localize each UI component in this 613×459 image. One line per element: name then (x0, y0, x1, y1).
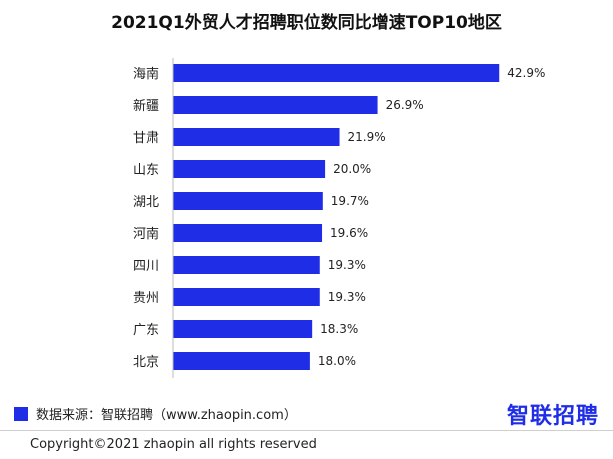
bar (173, 64, 500, 82)
bar (173, 288, 320, 306)
copyright-text: Copyright©2021 zhaopin all rights reserv… (30, 437, 317, 452)
bar (173, 96, 378, 114)
bar (173, 224, 323, 242)
footer-divider (0, 430, 613, 431)
category-label: 北京 (133, 355, 159, 370)
category-label: 河南 (133, 226, 159, 242)
value-label: 19.7% (331, 194, 369, 208)
category-label: 新疆 (133, 98, 159, 114)
brand-logo: 智联招聘 (506, 404, 599, 429)
bar (173, 352, 310, 370)
source-text: 数据来源：智联招聘（www.zhaopin.com） (36, 408, 297, 423)
bar (173, 160, 326, 178)
category-label: 甘肃 (133, 131, 159, 146)
category-label: 贵州 (133, 291, 159, 306)
legend-swatch (14, 406, 28, 421)
category-label: 海南 (133, 66, 159, 82)
data-source: 数据来源：智联招聘（www.zhaopin.com） (14, 404, 297, 423)
bar-chart: 海南 42.9% 新疆 26.9% 甘肃 21.9% 山东 20.0% 湖北 19.7% 河南 19.… (133, 58, 545, 378)
value-label: 26.9% (386, 98, 424, 112)
value-label: 18.0% (318, 354, 356, 368)
value-label: 19.3% (328, 258, 366, 272)
category-label: 广东 (133, 323, 159, 338)
value-label: 21.9% (348, 130, 386, 144)
category-label: 四川 (133, 259, 159, 274)
value-label: 42.9% (507, 66, 545, 80)
category-label: 山东 (133, 163, 159, 178)
category-label: 湖北 (133, 195, 159, 210)
bar (173, 320, 313, 338)
value-label: 20.0% (333, 162, 371, 176)
bar (173, 192, 323, 210)
value-label: 18.3% (320, 322, 358, 336)
value-label: 19.6% (330, 226, 368, 240)
bar (173, 256, 320, 274)
bar (173, 128, 340, 146)
chart-title: 2021Q1外贸人才招聘职位数同比增速TOP10地区 (111, 13, 502, 33)
value-label: 19.3% (328, 290, 366, 304)
